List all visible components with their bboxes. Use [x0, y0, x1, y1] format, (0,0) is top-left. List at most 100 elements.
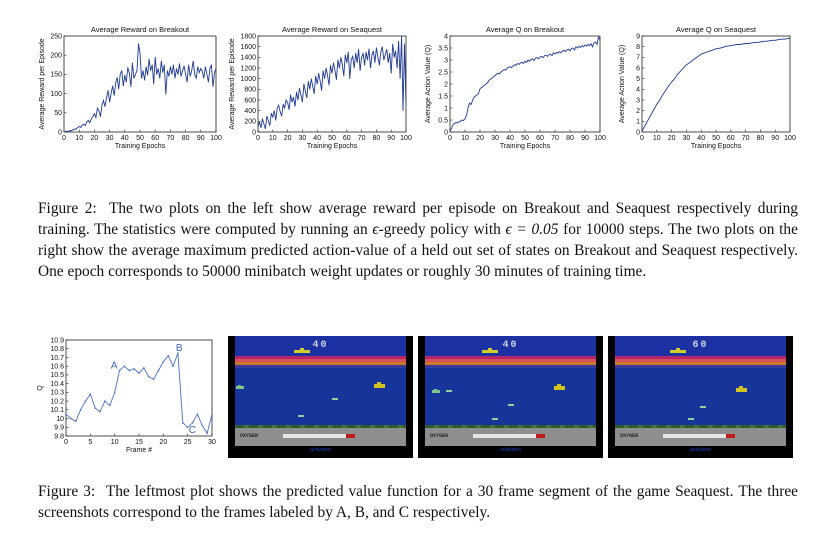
y-tick-label: 3: [636, 97, 640, 104]
data-point: [559, 51, 560, 52]
data-point: [309, 88, 311, 90]
data-point: [129, 73, 130, 74]
y-axis-label: Q: [37, 385, 44, 391]
data-point: [334, 70, 336, 72]
data-point: [347, 51, 349, 53]
data-point: [310, 78, 312, 80]
data-point: [709, 50, 711, 52]
data-point: [380, 51, 382, 53]
data-point: [115, 82, 117, 84]
data-point: [194, 74, 196, 75]
y-tick-label: 10.8: [50, 346, 64, 353]
x-tick-label: 0: [448, 135, 452, 142]
data-point: [118, 88, 120, 90]
y-tick-label: 1.5: [438, 93, 448, 100]
surface-band: [235, 356, 406, 359]
y-axis-label: Average Action Value (Q): [619, 45, 626, 123]
data-point: [527, 59, 529, 61]
figure2-caption-text-3: for 10000 steps. The two plots on the ri…: [38, 221, 798, 280]
x-tick-label: 5: [88, 439, 92, 446]
data-point: [278, 104, 280, 106]
surface-band: [425, 365, 596, 368]
data-point: [583, 46, 584, 48]
oxygen-label: OXYGEN: [240, 433, 259, 439]
x-tick-label: 100: [784, 135, 796, 142]
y-tick-label: 50: [54, 110, 62, 117]
seafloor-plants: [235, 425, 406, 430]
surface-band: [615, 365, 786, 368]
x-tick-label: 50: [521, 135, 529, 142]
data-point: [565, 51, 566, 52]
x-tick-label: 70: [551, 135, 559, 142]
y-axis-label: Average Action Value (Q): [425, 45, 432, 123]
data-point: [589, 45, 590, 46]
data-point: [215, 68, 217, 69]
data-point: [742, 43, 743, 45]
data-point: [520, 62, 521, 64]
data-point: [195, 77, 197, 79]
y-tick-label: 6: [636, 65, 640, 72]
x-tick-label: 30: [683, 135, 691, 142]
data-point: [476, 94, 478, 96]
data-point: [393, 56, 395, 58]
water: [425, 368, 596, 428]
data-point: [94, 407, 96, 409]
y-tick-label: 250: [50, 33, 62, 40]
breakout-reward-plot: Average Reward on Breakout 0 50 100 150 200 25…: [34, 25, 224, 154]
data-point: [138, 43, 139, 45]
data-point: [405, 104, 407, 106]
data-point: [550, 53, 551, 55]
data-point: [68, 131, 69, 132]
data-point: [276, 107, 278, 109]
data-point: [201, 424, 204, 427]
data-point: [160, 60, 162, 62]
data-point: [80, 127, 82, 128]
data-point: [736, 44, 738, 45]
y-tick-label: 4: [444, 33, 448, 40]
data-point: [653, 109, 655, 110]
y-tick-label: 8: [636, 44, 640, 51]
data-point: [307, 80, 309, 82]
data-point: [214, 72, 215, 73]
data-point: [390, 72, 392, 74]
data-series-line: [641, 37, 791, 132]
data-point: [484, 84, 485, 86]
data-point: [95, 117, 97, 118]
x-tick-label: 80: [373, 135, 381, 142]
data-point: [340, 56, 342, 58]
y-tick-label: 7: [636, 55, 640, 62]
data-point: [260, 127, 262, 129]
x-tick-label: 100: [210, 135, 222, 142]
data-point: [174, 77, 176, 79]
data-point: [373, 50, 374, 52]
data-point: [763, 40, 764, 42]
sky: [425, 336, 596, 356]
data-point: [730, 45, 732, 46]
water: [615, 368, 786, 428]
x-axis-label: Frame #: [126, 447, 152, 454]
surface-band: [235, 362, 406, 365]
data-point: [449, 130, 451, 132]
data-point: [303, 83, 305, 85]
data-point: [590, 43, 592, 45]
data-point: [475, 95, 476, 97]
x-tick-label: 25: [184, 439, 192, 446]
data-point: [514, 64, 515, 66]
y-tick-label: 200: [244, 119, 256, 126]
x-tick-label: 20: [476, 135, 484, 142]
figure2-caption-epsilon: ϵ: [372, 221, 379, 238]
seaquest-screen-c: 60 OXYGEN activision: [608, 336, 793, 458]
y-tick-label: 10.9: [50, 337, 64, 344]
data-point: [593, 42, 595, 44]
data-point: [339, 67, 340, 69]
seafloor-plants: [615, 425, 786, 430]
data-point: [491, 77, 493, 79]
sky: [235, 336, 406, 356]
data-point: [319, 80, 321, 82]
data-point: [490, 78, 491, 80]
breakout-reward-svg: Average Reward on Breakout05010015020025…: [39, 25, 222, 150]
data-point: [275, 119, 277, 121]
data-point: [718, 47, 720, 49]
data-point: [74, 420, 77, 422]
data-point: [110, 93, 112, 94]
